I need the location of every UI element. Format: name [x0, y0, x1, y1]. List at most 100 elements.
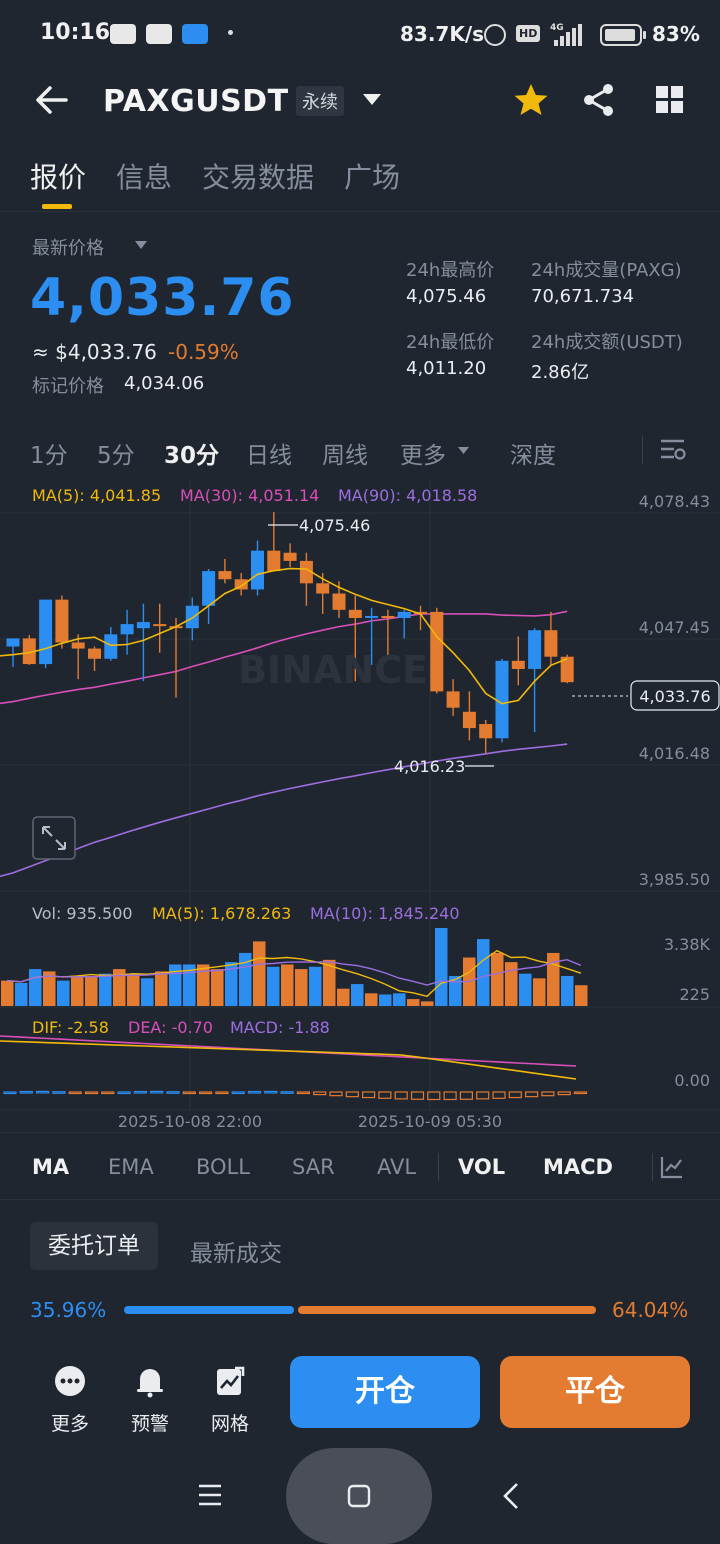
candle-body: [251, 550, 264, 590]
tab-open-orders[interactable]: 委托订单: [30, 1222, 158, 1270]
alarm-icon: [484, 24, 506, 46]
low-marker: 4,016.23: [394, 757, 465, 776]
indicator-vol[interactable]: VOL: [458, 1155, 506, 1179]
volume-bar: [57, 980, 70, 1006]
price-tick: 3,985.50: [639, 870, 710, 889]
candle: [430, 607, 444, 694]
volume-bar: [113, 969, 126, 1006]
battery-icon: [600, 24, 646, 46]
home-icon: [347, 1484, 371, 1508]
candle-body: [462, 711, 476, 729]
interval-more[interactable]: 更多: [400, 443, 446, 469]
home-button[interactable]: [286, 1448, 432, 1544]
interval-week[interactable]: 周线: [322, 443, 368, 469]
macd-histogram-bar: [264, 1090, 278, 1094]
back-icon[interactable]: [502, 1482, 520, 1510]
dif-polyline: [0, 1040, 577, 1080]
candle-body: [511, 660, 525, 669]
ma90-polyline: [0, 743, 568, 878]
volume-bar: [197, 964, 210, 1006]
volume-bar: [169, 964, 182, 1006]
interval-30m[interactable]: 30分: [164, 443, 220, 469]
volume-bar: [29, 969, 42, 1006]
tab-trading-data[interactable]: 交易数据: [202, 161, 315, 194]
indicator-ema[interactable]: EMA: [108, 1155, 154, 1179]
open-position-button[interactable]: 开仓: [290, 1356, 480, 1428]
indicator-sar[interactable]: SAR: [292, 1155, 335, 1179]
volume-bar: [505, 962, 518, 1006]
volume-tick: 3.38K: [664, 935, 711, 954]
indicator-macd[interactable]: MACD: [543, 1155, 613, 1179]
more-button[interactable]: 更多: [40, 1360, 100, 1436]
volume-bar: [127, 973, 140, 1006]
ma5-polyline: [0, 567, 568, 705]
close-position-button[interactable]: 平仓: [500, 1356, 690, 1428]
macd-histogram-bar: [231, 1091, 245, 1095]
ma30-legend: MA(30): 4,051.14: [180, 486, 320, 505]
last-price-label[interactable]: 最新价格: [32, 238, 104, 259]
header: PAXGUSDT 永续: [0, 70, 720, 132]
star-icon[interactable]: [512, 82, 550, 118]
time-label: 2025-10-09 05:30: [358, 1112, 502, 1131]
indicator-avl[interactable]: AVL: [377, 1155, 417, 1179]
macd-histogram-bar: [117, 1091, 131, 1095]
fullscreen-icon[interactable]: [32, 816, 76, 860]
interval-1m[interactable]: 1分: [30, 443, 68, 469]
kline-chart[interactable]: BINANCE 4,075.46 4,016.23 4,033.76 4,078…: [0, 480, 720, 1132]
candle: [120, 609, 134, 655]
volume-bar: [71, 976, 84, 1006]
volume-bar: [43, 971, 56, 1006]
grid-trading-icon: [217, 1366, 245, 1395]
candle: [88, 646, 101, 672]
tab-quote[interactable]: 报价: [30, 161, 87, 194]
candle-body: [71, 642, 85, 649]
candle: [462, 691, 476, 741]
low-24h: 4,011.20: [406, 358, 487, 379]
volume-bar: [393, 993, 406, 1006]
candle-body: [479, 724, 493, 739]
macd-histogram-bar: [329, 1091, 343, 1097]
indicator-settings-icon[interactable]: [660, 1155, 684, 1179]
system-nav-bar: [0, 1448, 720, 1544]
tab-latest-trades[interactable]: 最新成交: [190, 1241, 282, 1267]
caret-down-icon[interactable]: [362, 92, 382, 106]
share-icon[interactable]: [582, 82, 616, 118]
battery-percent: 83%: [652, 22, 700, 46]
volume-tick: 225: [679, 985, 710, 1004]
arrow-left-icon[interactable]: [34, 86, 68, 114]
indicator-boll[interactable]: BOLL: [196, 1155, 250, 1179]
tab-square[interactable]: 广场: [344, 161, 401, 194]
menu-icon[interactable]: [198, 1484, 222, 1506]
caret-down-icon[interactable]: [134, 240, 148, 250]
grid-trading-button[interactable]: 网格: [200, 1360, 260, 1436]
candle-body: [381, 615, 395, 618]
bottom-actions: 更多 预警 网格 开仓 平仓: [0, 1350, 720, 1440]
tab-info[interactable]: 信息: [116, 161, 173, 194]
ma90-line: [0, 743, 568, 878]
caret-down-icon[interactable]: [457, 446, 470, 455]
price-overview: 最新价格 4,033.76 ≈ $4,033.76 -0.59% 标记价格 4,…: [0, 212, 720, 422]
macd-histogram-bar: [459, 1091, 473, 1100]
volume-bar: [15, 982, 28, 1006]
candle: [55, 595, 69, 649]
interval-depth[interactable]: 深度: [510, 443, 556, 469]
symbol-title[interactable]: PAXGUSDT: [103, 84, 289, 119]
candle: [283, 543, 297, 568]
indicator-ma[interactable]: MA: [32, 1155, 70, 1179]
kline-chart-svg: BINANCE 4,075.46 4,016.23 4,033.76 4,078…: [0, 480, 720, 1131]
candle: [169, 617, 183, 698]
last-price: 4,033.76: [30, 268, 295, 328]
alert-button[interactable]: 预警: [120, 1360, 180, 1436]
buy-ratio-bar: [124, 1306, 294, 1314]
interval-5m[interactable]: 5分: [97, 443, 135, 469]
interval-day[interactable]: 日线: [246, 443, 292, 469]
candle-body: [397, 611, 411, 618]
grid-icon[interactable]: [656, 86, 684, 114]
ma5-line: [0, 567, 568, 705]
chart-settings-icon[interactable]: [660, 438, 686, 462]
hd-icon: HD: [516, 25, 541, 42]
macd-histogram-bar: [133, 1090, 147, 1094]
candle: [6, 638, 20, 667]
more-icon: [55, 1366, 85, 1396]
candle-body: [299, 560, 313, 584]
